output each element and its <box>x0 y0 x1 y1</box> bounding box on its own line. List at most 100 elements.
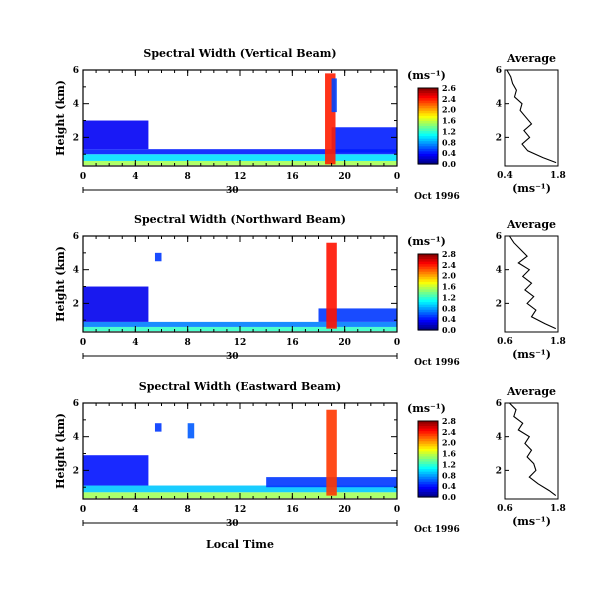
colorbar-segment <box>418 479 438 483</box>
x-tick-label: 20 <box>338 172 351 182</box>
colorbar-segment <box>418 312 438 316</box>
colorbar-segment <box>418 120 438 125</box>
colorbar-frame <box>417 420 439 498</box>
heatmap-cell <box>83 321 397 327</box>
colorbar-tick-label: 1.6 <box>442 449 456 459</box>
y-tick-label: 6 <box>73 399 79 409</box>
date-label: Oct 1996 <box>414 358 460 368</box>
colorbar-segment <box>418 148 438 152</box>
heatmap-cell <box>326 242 337 329</box>
colorbar-segment <box>418 486 438 490</box>
panel-title: Spectral Width (Northward Beam) <box>134 213 346 226</box>
colorbar-segment <box>418 108 438 112</box>
x-tick-label: 16 <box>286 505 299 515</box>
colorbar-tick-label: 0.8 <box>442 137 456 147</box>
colorbar-segment <box>418 271 438 275</box>
heatmap-cell <box>83 154 397 161</box>
colorbar-segment <box>418 446 438 450</box>
avg-x-label: (ms⁻¹) <box>512 182 551 195</box>
colorbar-segment <box>418 459 438 463</box>
colorbar-frame <box>417 87 439 165</box>
colorbar-tick-label: 2.0 <box>442 105 456 115</box>
colorbar-segment <box>418 156 438 160</box>
avg-y-tick-label: 4 <box>496 100 502 110</box>
colorbar-segment <box>418 254 438 258</box>
colorbar-units: (ms⁻¹) <box>407 235 446 248</box>
colorbar-tick-label: 2.6 <box>442 83 456 93</box>
colorbar-segment <box>418 314 438 318</box>
colorbar-segment <box>418 451 438 455</box>
x-tick-label: 12 <box>234 338 247 348</box>
x-tick-label: 20 <box>338 505 351 515</box>
colorbar-tick-label: 0.4 <box>442 481 456 491</box>
colorbar-tick-label: 1.6 <box>442 116 456 126</box>
colorbar-segment <box>418 274 438 278</box>
avg-title: Average <box>506 385 556 398</box>
avg-y-tick-label: 4 <box>496 266 502 276</box>
colorbar-segment <box>418 297 438 301</box>
heatmap-cell <box>83 120 149 150</box>
x-tick-label: 4 <box>132 338 138 348</box>
colorbar-segment <box>418 279 438 283</box>
day-label: 30 <box>226 519 239 529</box>
colorbar-segment <box>418 128 438 132</box>
colorbar-segment <box>418 281 438 285</box>
x-tick-label: 4 <box>132 505 138 515</box>
panel-2: Spectral Width (Northward Beam)0 4 8 12 16 20… <box>54 213 566 368</box>
heatmap-cell <box>331 127 397 153</box>
x-tick-label: 16 <box>286 338 299 348</box>
avg-profile-line <box>506 69 557 164</box>
colorbar-units: (ms⁻¹) <box>407 69 446 82</box>
x-axis-label: Local Time <box>206 538 274 551</box>
colorbar-segment <box>418 324 438 329</box>
colorbar-segment <box>418 131 438 135</box>
colorbar-segment <box>418 448 438 452</box>
colorbar-tick-label: 0.0 <box>442 492 456 502</box>
colorbar-segment <box>418 138 438 142</box>
colorbar-segment <box>418 464 438 468</box>
colorbar-segment <box>418 146 438 150</box>
date-label: Oct 1996 <box>414 192 460 202</box>
avg-y-tick-label: 2 <box>496 299 502 309</box>
heatmap-cell <box>187 423 195 439</box>
heatmap-cell <box>326 409 337 496</box>
colorbar-segment <box>418 259 438 263</box>
avg-title: Average <box>506 218 556 231</box>
colorbar-segment <box>418 286 438 291</box>
colorbar-segment <box>418 471 438 475</box>
y-axis-label: Height (km) <box>54 413 67 489</box>
heatmap-cell <box>83 286 149 322</box>
colorbar-segment <box>418 302 438 306</box>
colorbar-segment <box>418 161 438 165</box>
colorbar-segment <box>418 105 438 109</box>
colorbar-segment <box>418 269 438 273</box>
panel-1: Spectral Width (Vertical Beam)0 4 8 12 16 20 0… <box>54 47 566 202</box>
y-tick-label: 2 <box>73 299 79 309</box>
colorbar-tick-label: 2.8 <box>442 416 456 426</box>
avg-x-tick-label: 1.8 <box>550 171 566 181</box>
colorbar-segment <box>418 489 438 493</box>
day-label: 30 <box>226 352 239 362</box>
colorbar-segment <box>418 438 438 442</box>
colorbar-tick-label: 0.8 <box>442 470 456 480</box>
colorbar-segment <box>418 256 438 260</box>
colorbar-tick-label: 0.8 <box>442 303 456 313</box>
x-tick-label: 20 <box>338 338 351 348</box>
colorbar-segment <box>418 421 438 425</box>
colorbar-segment <box>418 136 438 140</box>
y-axis-label: Height (km) <box>54 246 67 322</box>
x-tick-label: 0 <box>80 172 86 182</box>
colorbar-segment <box>418 118 438 122</box>
colorbar-segment <box>418 491 438 496</box>
heatmap-cell <box>83 455 149 486</box>
colorbar-segment <box>418 428 438 432</box>
y-tick-label: 2 <box>73 466 79 476</box>
avg-y-tick-label: 6 <box>496 399 502 409</box>
colorbar-segment <box>418 456 438 460</box>
avg-title: Average <box>506 52 556 65</box>
colorbar-tick-label: 2.4 <box>442 260 456 270</box>
colorbar-tick-label: 2.4 <box>442 94 456 104</box>
colorbar-segment <box>418 433 438 437</box>
x-tick-label: 4 <box>132 172 138 182</box>
avg-y-tick-label: 4 <box>496 433 502 443</box>
